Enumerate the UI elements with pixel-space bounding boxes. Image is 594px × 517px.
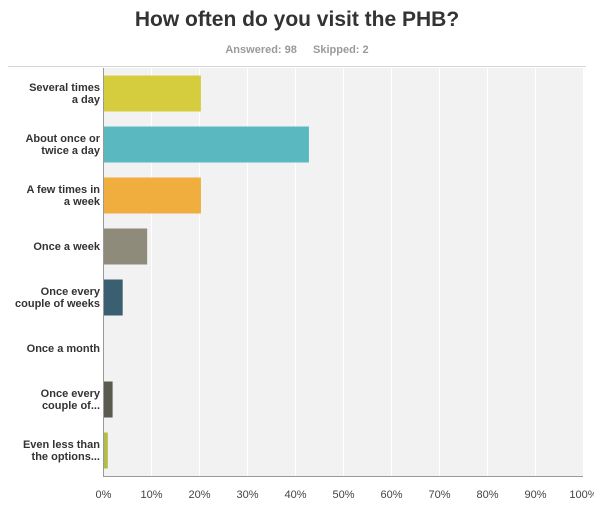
- answered-count: Answered: 98: [225, 44, 297, 56]
- category-label-line: couple of...: [41, 399, 100, 412]
- category-label-line: About once or: [25, 132, 100, 145]
- bar: [104, 432, 108, 469]
- x-tick-label: 0%: [96, 489, 112, 501]
- skipped-count: Skipped: 2: [313, 44, 369, 56]
- header-divider: [8, 66, 586, 67]
- category-label-line: the options...: [31, 450, 100, 463]
- bar: [104, 279, 123, 316]
- x-tick-label: 70%: [428, 489, 450, 501]
- category-label-line: twice a day: [41, 144, 100, 157]
- bar: [104, 126, 309, 163]
- x-tick-label: 40%: [284, 489, 306, 501]
- category-label-line: Once every: [40, 285, 100, 298]
- category-label: A few times in a week: [0, 184, 100, 208]
- category-label-line: a week: [63, 195, 100, 208]
- category-label-line: A few times in: [26, 183, 100, 196]
- x-tick-label: 100%: [569, 489, 594, 501]
- bar: [104, 177, 201, 214]
- x-tick-label: 80%: [476, 489, 498, 501]
- category-label: Once a week: [0, 241, 100, 253]
- x-tick-label: 90%: [524, 489, 546, 501]
- category-label: Once every couple of weeks: [0, 286, 100, 310]
- category-label: Even less than the options...: [0, 439, 100, 463]
- x-tick-label: 20%: [188, 489, 210, 501]
- category-label-line: Once a week: [33, 240, 100, 253]
- category-label-line: couple of weeks: [15, 297, 100, 310]
- x-tick-label: 10%: [140, 489, 162, 501]
- x-tick-label: 50%: [332, 489, 354, 501]
- response-stats: Answered: 98 Skipped: 2: [0, 44, 594, 56]
- category-label-line: Once a month: [26, 342, 100, 355]
- category-label: About once or twice a day: [0, 133, 100, 157]
- x-tick-label: 30%: [236, 489, 258, 501]
- category-label-line: a day: [71, 93, 100, 106]
- chart-title: How often do you visit the PHB?: [134, 8, 460, 31]
- category-label-line: Once every: [40, 387, 100, 400]
- category-label: Once a month: [0, 343, 100, 355]
- x-tick-label: 60%: [380, 489, 402, 501]
- bar: [104, 381, 113, 418]
- category-label: Several times a day: [0, 82, 100, 106]
- bar: [104, 75, 201, 112]
- category-label-line: Even less than: [22, 438, 100, 451]
- bar: [104, 228, 148, 265]
- category-label-line: Several times: [29, 81, 100, 94]
- category-label: Once every couple of...: [0, 388, 100, 412]
